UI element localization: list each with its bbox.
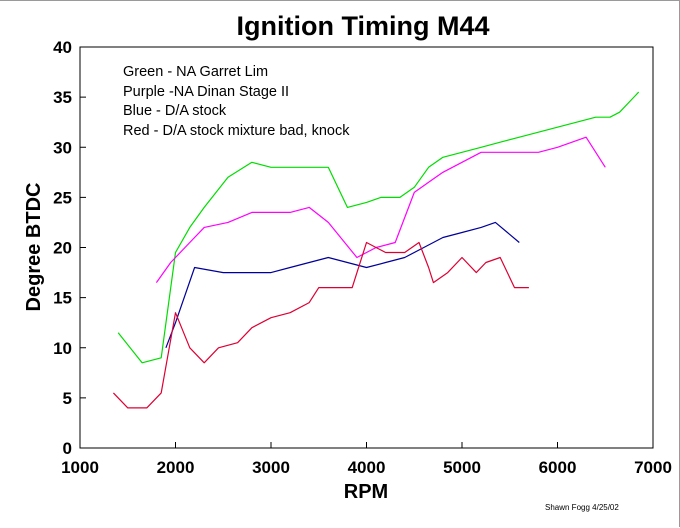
legend-entry-purple: Purple -NA Dinan Stage II <box>123 84 289 100</box>
legend-entry-red: Red - D/A stock mixture bad, knock <box>123 123 350 139</box>
x-tick-label: 7000 <box>634 458 672 477</box>
x-tick-label: 1000 <box>61 458 99 477</box>
y-tick-label: 35 <box>53 88 72 107</box>
series-line-green <box>117 91 640 364</box>
y-tick-label: 10 <box>53 339 72 358</box>
x-tick-label: 5000 <box>443 458 481 477</box>
y-tick-label: 25 <box>53 188 72 207</box>
y-tick-label: 0 <box>63 439 72 458</box>
y-axis-label: Degree BTDC <box>23 183 45 312</box>
series-line-blue <box>165 221 520 349</box>
x-tick-label: 6000 <box>539 458 577 477</box>
legend-entry-green: Green - NA Garret Lim <box>123 64 268 80</box>
y-tick-label: 40 <box>53 38 72 57</box>
series-line-purple <box>155 136 606 283</box>
y-tick-label: 15 <box>53 289 72 308</box>
series-layer <box>112 91 640 409</box>
ticks-layer: 1000 2000 3000 4000 5000 6000 7000 0 5 10 15 20 25 30… <box>53 38 672 477</box>
chart-title: Ignition Timing M44 <box>237 11 490 41</box>
y-tick-label: 20 <box>53 239 72 258</box>
author-credit: Shawn Fogg 4/25/02 <box>545 503 619 512</box>
y-tick-label: 30 <box>53 138 72 157</box>
x-axis-label: RPM <box>344 481 388 503</box>
x-tick-label: 4000 <box>348 458 386 477</box>
legend: Green - NA Garret Lim Purple -NA Dinan S… <box>123 64 350 139</box>
x-tick-label: 2000 <box>157 458 195 477</box>
series-line-red <box>112 241 529 409</box>
x-tick-label: 3000 <box>252 458 290 477</box>
legend-entry-blue: Blue - D/A stock <box>123 103 227 119</box>
y-tick-label: 5 <box>63 389 72 408</box>
